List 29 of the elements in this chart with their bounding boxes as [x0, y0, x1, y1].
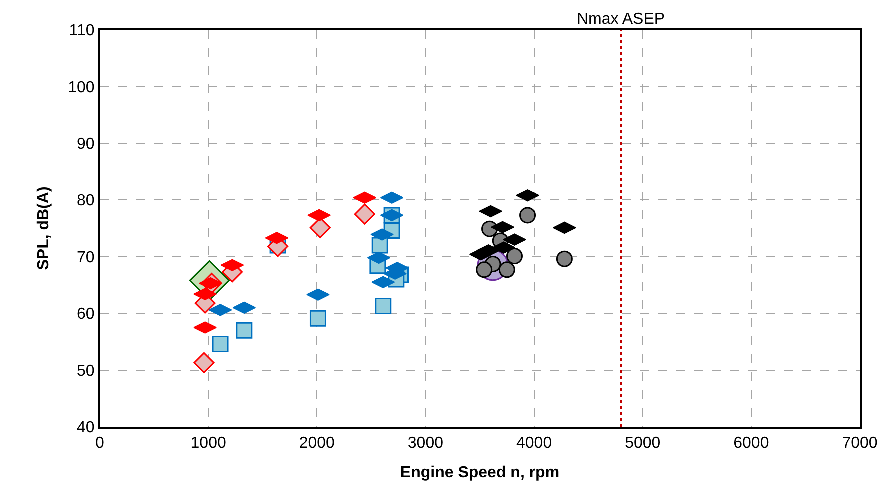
point: [194, 352, 215, 374]
y-tick-label: 40: [77, 420, 95, 437]
y-tick-label: 100: [68, 79, 95, 96]
point: [212, 336, 229, 352]
y-tick-label: 110: [69, 22, 95, 40]
y-tick-label: 90: [77, 136, 95, 154]
x-tick-label: 2000: [299, 435, 336, 452]
x-tick-label: 4000: [516, 435, 552, 452]
y-axis-title: SPL, dB(A): [35, 186, 52, 270]
x-tick-label: 0: [96, 435, 105, 452]
y-tick-label: 50: [77, 362, 95, 380]
point: [236, 322, 253, 339]
point: [506, 248, 523, 265]
point: [556, 250, 573, 268]
point: [520, 207, 536, 224]
x-axis-title: Engine Speed n, rpm: [400, 464, 560, 482]
y-tick-label: 80: [77, 192, 95, 210]
point: [354, 204, 376, 225]
x-tick-label: 7000: [842, 435, 878, 452]
point: [498, 262, 516, 278]
point: [310, 310, 326, 327]
point: [375, 298, 392, 314]
ref-line-label: Nmax ASEP: [577, 11, 666, 28]
x-tick-label: 1000: [190, 435, 226, 452]
y-tick-label: 70: [77, 249, 95, 266]
x-tick-label: 5000: [625, 435, 661, 452]
x-tick-label: 3000: [408, 435, 444, 452]
x-tick-label: 6000: [734, 435, 770, 452]
y-tick-label: 60: [77, 306, 95, 324]
